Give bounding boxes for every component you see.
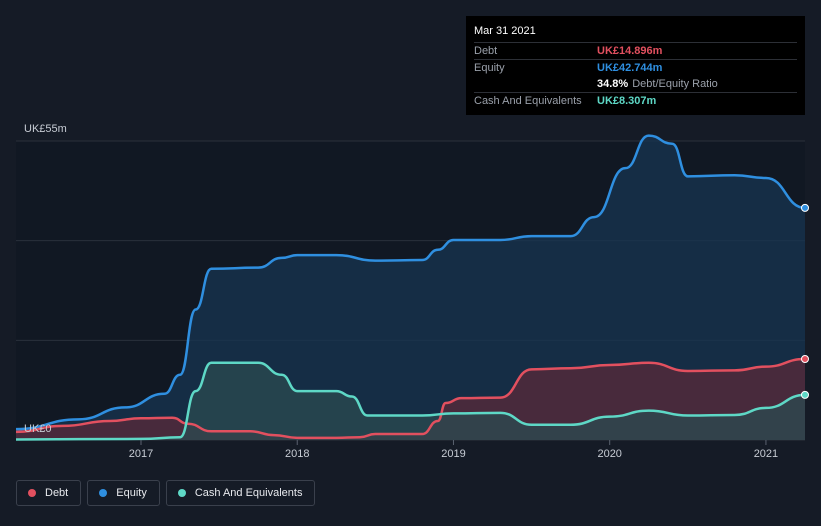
- tooltip-cash-value: UK£8.307m: [597, 95, 657, 107]
- tooltip-cash-label: Cash And Equivalents: [474, 95, 582, 107]
- tooltip-row-equity: Equity UK£42.744m: [474, 59, 797, 76]
- tooltip-debt-label: Debt: [474, 45, 498, 57]
- debt-endpoint: [801, 354, 809, 363]
- legend-debt-label: Debt: [45, 487, 69, 499]
- tooltip-ratio-label: Debt/Equity Ratio: [632, 78, 718, 90]
- x-axis-ticks: 2017 2018 2019 2020 2021: [129, 440, 778, 460]
- x-tick-label: 2018: [285, 448, 309, 460]
- tooltip-equity-label: Equity: [474, 62, 505, 74]
- chart-legend: Debt Equity Cash And Equivalents: [16, 480, 316, 506]
- tooltip-debt-value: UK£14.896m: [597, 45, 663, 57]
- x-tick-label: 2017: [129, 448, 153, 460]
- legend-item-cash[interactable]: Cash And Equivalents: [165, 480, 316, 506]
- legend-equity-label: Equity: [116, 487, 147, 499]
- x-tick-label: 2021: [754, 448, 778, 460]
- tooltip-ratio-value: 34.8%: [597, 78, 629, 90]
- legend-item-debt[interactable]: Debt: [16, 480, 82, 506]
- legend-cash-label: Cash And Equivalents: [194, 487, 303, 499]
- cash-and-equivalents-line: [15, 361, 806, 441]
- tooltip-date: Mar 31 2021: [474, 25, 536, 37]
- equity-line: [15, 134, 806, 431]
- x-tick-label: 2020: [597, 448, 621, 460]
- legend-item-equity[interactable]: Equity: [87, 480, 160, 506]
- cash-dot-icon: [177, 489, 186, 497]
- chart-tooltip: Mar 31 2021 Debt UK£14.896m Equity UK£42…: [466, 16, 805, 115]
- tooltip-equity-value: UK£42.744m: [597, 62, 663, 74]
- chart-endpoints: [801, 203, 809, 399]
- equity-endpoint: [801, 203, 809, 212]
- tooltip-row-cash: Cash And Equivalents UK£8.307m: [474, 92, 797, 109]
- y-axis-top-label: UK£55m: [24, 123, 67, 135]
- chart-lines: [15, 134, 806, 441]
- tooltip-row-ratio: 34.8% Debt/Equity Ratio: [474, 76, 797, 92]
- cash-and-equivalents-endpoint: [801, 390, 809, 399]
- cash-and-equivalents-area: [16, 362, 805, 440]
- equity-dot-icon: [99, 489, 108, 497]
- tooltip-row-debt: Debt UK£14.896m: [474, 42, 797, 59]
- debt-line: [15, 357, 806, 440]
- x-tick-label: 2019: [441, 448, 465, 460]
- debt-dot-icon: [28, 489, 36, 497]
- y-axis-bottom-label: UK£0: [24, 423, 52, 435]
